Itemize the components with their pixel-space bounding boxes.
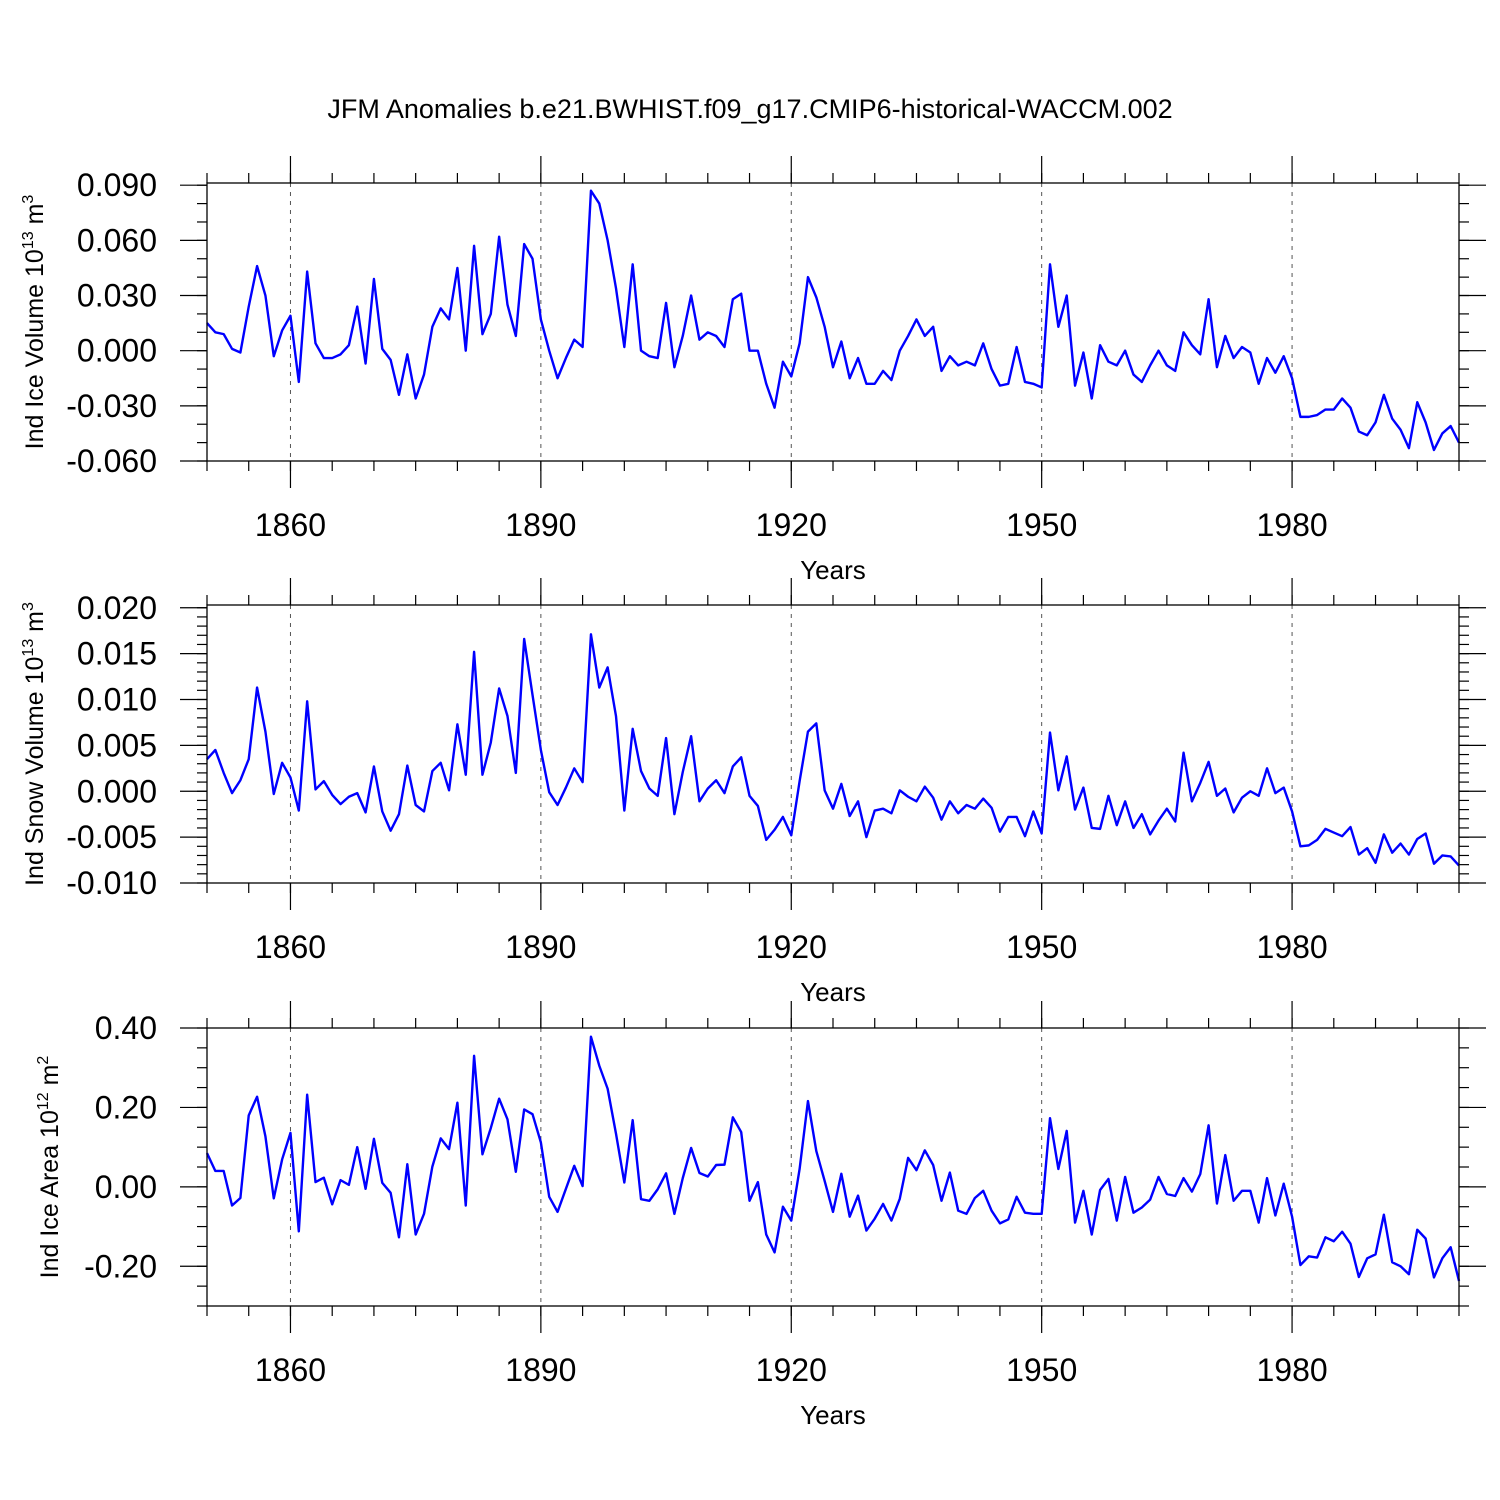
panel-ice-area-ticks <box>180 1001 1486 1333</box>
panel-ice-volume-grid <box>289 183 1293 461</box>
x-tick-label: 1950 <box>1006 507 1077 543</box>
x-tick-label: 1920 <box>756 929 827 965</box>
panel-ice-area-grid <box>289 1028 1293 1306</box>
y-tick-label: 0.030 <box>77 278 157 314</box>
y-tick-label: 0.060 <box>77 222 157 258</box>
x-tick-label: 1950 <box>1006 1352 1077 1388</box>
y-tick-label: 0.005 <box>77 727 157 763</box>
panel-ice-volume-frame <box>206 182 1460 462</box>
panel-snow-volume-frame <box>206 604 1460 884</box>
chart-title: JFM Anomalies b.e21.BWHIST.f09_g17.CMIP6… <box>327 94 1172 124</box>
y-tick-label: 0.000 <box>77 773 157 809</box>
x-axis-label: Years <box>800 1400 866 1430</box>
panel-ice-volume: -0.060 -0.030 0.000 0.030 0.060 0.090 1860 189… <box>20 156 1486 585</box>
x-axis-label: Years <box>800 555 866 585</box>
panel-ice-volume-xtick-labels: 1860 1890 1920 1950 1980 <box>255 507 1328 543</box>
y-tick-label: -0.030 <box>66 388 157 424</box>
panel-snow-volume-xtick-labels: 1860 1890 1920 1950 1980 <box>255 929 1328 965</box>
x-tick-label: 1920 <box>756 507 827 543</box>
panel-ice-area-ytick-labels: -0.20 0.00 0.20 0.40 <box>84 1010 157 1284</box>
x-axis-label: Years <box>800 977 866 1007</box>
y-tick-label: -0.010 <box>66 865 157 901</box>
x-tick-label: 1980 <box>1256 507 1327 543</box>
y-tick-label: -0.060 <box>66 443 157 479</box>
x-tick-label: 1860 <box>255 1352 326 1388</box>
y-tick-label: 0.00 <box>95 1169 157 1205</box>
x-tick-label: 1860 <box>255 507 326 543</box>
x-tick-label: 1980 <box>1256 929 1327 965</box>
y-axis-label: Ind Ice Volume 1013 m3 <box>20 195 49 450</box>
y-axis-label: Ind Snow Volume 1013 m3 <box>20 602 49 886</box>
y-tick-label: 0.40 <box>95 1010 157 1046</box>
y-axis-label: Ind Ice Area 1012 m2 <box>35 1056 64 1279</box>
panel-snow-volume: -0.010 -0.005 0.000 0.005 0.010 0.015 0.020 18… <box>20 578 1486 1007</box>
y-tick-label: 0.000 <box>77 333 157 369</box>
y-tick-label: 0.020 <box>77 590 157 626</box>
x-tick-label: 1890 <box>505 1352 576 1388</box>
panel-snow-volume-ticks <box>180 578 1486 910</box>
y-tick-label: 0.090 <box>77 167 157 203</box>
y-tick-label: -0.005 <box>66 819 157 855</box>
y-tick-label: -0.20 <box>84 1248 157 1284</box>
y-tick-label: 0.20 <box>95 1089 157 1125</box>
panel-ice-volume-ytick-labels: -0.060 -0.030 0.000 0.030 0.060 0.090 <box>66 167 157 479</box>
x-tick-label: 1980 <box>1256 1352 1327 1388</box>
x-tick-label: 1890 <box>505 929 576 965</box>
x-tick-label: 1890 <box>505 507 576 543</box>
panel-ice-area: -0.20 0.00 0.20 0.40 1860 1890 1920 1950 1980 Y… <box>35 1001 1486 1430</box>
x-tick-label: 1920 <box>756 1352 827 1388</box>
panel-ice-area-xtick-labels: 1860 1890 1920 1950 1980 <box>255 1352 1328 1388</box>
x-tick-label: 1860 <box>255 929 326 965</box>
x-tick-label: 1950 <box>1006 929 1077 965</box>
series-line-snow-volume <box>206 633 1460 867</box>
panel-snow-volume-ytick-labels: -0.010 -0.005 0.000 0.005 0.010 0.015 0.020 <box>66 590 157 901</box>
series-line-ice-area <box>205 1035 1461 1282</box>
series-line-ice-volume <box>206 189 1461 452</box>
y-tick-label: 0.010 <box>77 682 157 718</box>
panel-ice-area-frame <box>206 1027 1460 1307</box>
y-tick-label: 0.015 <box>77 636 157 672</box>
panel-snow-volume-grid <box>289 605 1293 883</box>
panel-ice-volume-ticks <box>180 156 1486 488</box>
